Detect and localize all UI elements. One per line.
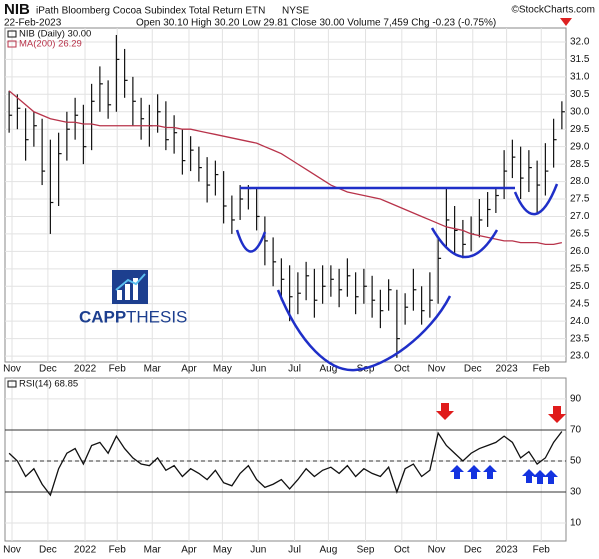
y-tick-label: 32.0 [570,37,590,48]
y-tick-label: 30.0 [570,106,590,117]
y-tick-label: 50 [570,456,582,467]
x-tick-label: Dec [464,545,482,556]
y-tick-label: 28.5 [570,159,590,170]
logo-bar [133,278,138,300]
x-tick-label: 2022 [74,545,97,556]
y-tick-label: 23.5 [570,333,590,344]
blue-arrow [522,469,536,483]
logo: CAPP THESIS [79,270,187,326]
y-tick-label: 90 [570,394,582,405]
x-tick-label: Feb [533,364,551,375]
logo-line [115,273,146,291]
red-arrow [436,403,454,420]
y-tick-label: 28.0 [570,176,590,187]
x-tick-label: Jul [288,545,301,556]
blue-arrow [450,465,464,479]
x-tick-label: Apr [181,364,197,375]
x-tick-label: Oct [394,364,410,375]
y-tick-label: 30.5 [570,89,590,100]
y-tick-label: 27.5 [570,194,590,205]
x-tick-label: Jun [250,545,266,556]
x-tick-label: Aug [320,545,338,556]
x-tick-label: Jun [250,364,266,375]
y-tick-label: 24.0 [570,316,590,327]
y-tick-label: 25.5 [570,263,590,274]
x-tick-label: Feb [109,364,127,375]
y-tick-label: 26.0 [570,246,590,257]
blue-arrow [544,470,558,484]
legend-swatch [7,380,17,388]
x-tick-label: Sep [357,545,375,556]
plot-layer: Nov Dec 2022 Feb Mar Apr May Jun Jul Aug Sep Oct Nov… [3,27,590,556]
x-tick-label: 2022 [74,364,97,375]
x-tick-label: Dec [39,364,57,375]
y-tick-label: 26.5 [570,229,590,240]
red-arrows [436,403,566,423]
y-tick-label: 30 [570,487,582,498]
legend-label: MA(200) 26.29 [19,39,82,50]
red-arrow [548,406,566,423]
quote: Open 30.10 High 30.20 Low 29.81 Close 30… [136,18,496,29]
x-tick-label: May [213,545,232,556]
blue-arrow [483,465,497,479]
exchange: NYSE [282,6,310,17]
x-tick-label: Mar [144,545,162,556]
x-tick-label: Nov [3,364,21,375]
x-tick-label: Nov [3,545,21,556]
cup-jan [513,183,559,216]
blue-arrow [533,470,547,484]
y-tick-label: 31.5 [570,54,590,65]
down-arrow-icon [560,18,572,26]
chart-title: NIB [4,1,30,18]
y-tick-label: 29.0 [570,141,590,152]
x-tick-label: Mar [144,364,162,375]
x-tick-label: Dec [464,364,482,375]
legend-swatch [7,30,17,38]
x-tick-label: 2023 [495,545,518,556]
x-tick-label: Nov [428,364,446,375]
date: 22-Feb-2023 [4,18,62,29]
blue-arrows [450,465,558,484]
pattern-lines [235,183,559,372]
logo-text: THESIS [126,307,187,326]
series-line [8,90,563,246]
y-tick-label: 27.0 [570,211,590,222]
logo-bar [117,290,122,300]
y-tick-label: 10 [570,518,582,529]
cup-main [276,289,452,372]
y-tick-label: 24.5 [570,298,590,309]
chart-subtitle: iPath Bloomberg Cocoa Subindex Total Ret… [36,6,265,17]
plot-frame [4,377,567,542]
logo-text: CAPP [79,307,126,326]
x-tick-label: Feb [533,545,551,556]
blue-arrow [467,465,481,479]
legend-label: RSI(14) 68.85 [19,379,78,390]
x-tick-label: 2023 [495,364,518,375]
y-tick-label: 23.0 [570,351,590,362]
y-tick-label: 31.0 [570,72,590,83]
x-tick-label: Nov [428,545,446,556]
x-tick-label: Apr [181,545,197,556]
y-tick-label: 29.5 [570,124,590,135]
logo-bar [125,284,130,300]
y-tick-label: 70 [570,425,582,436]
legend-label: NIB (Daily) 30.00 [19,29,91,40]
x-tick-label: May [213,364,232,375]
x-tick-label: Aug [320,364,338,375]
cup-nov [430,227,499,259]
x-tick-label: Oct [394,545,410,556]
x-tick-label: Feb [109,545,127,556]
x-tick-label: Dec [39,545,57,556]
cup-left [235,229,267,253]
source: ©StockCharts.com [511,5,595,16]
legend-swatch [7,40,17,48]
y-tick-label: 25.0 [570,281,590,292]
series-line [8,431,563,497]
x-tick-label: Jul [288,364,301,375]
